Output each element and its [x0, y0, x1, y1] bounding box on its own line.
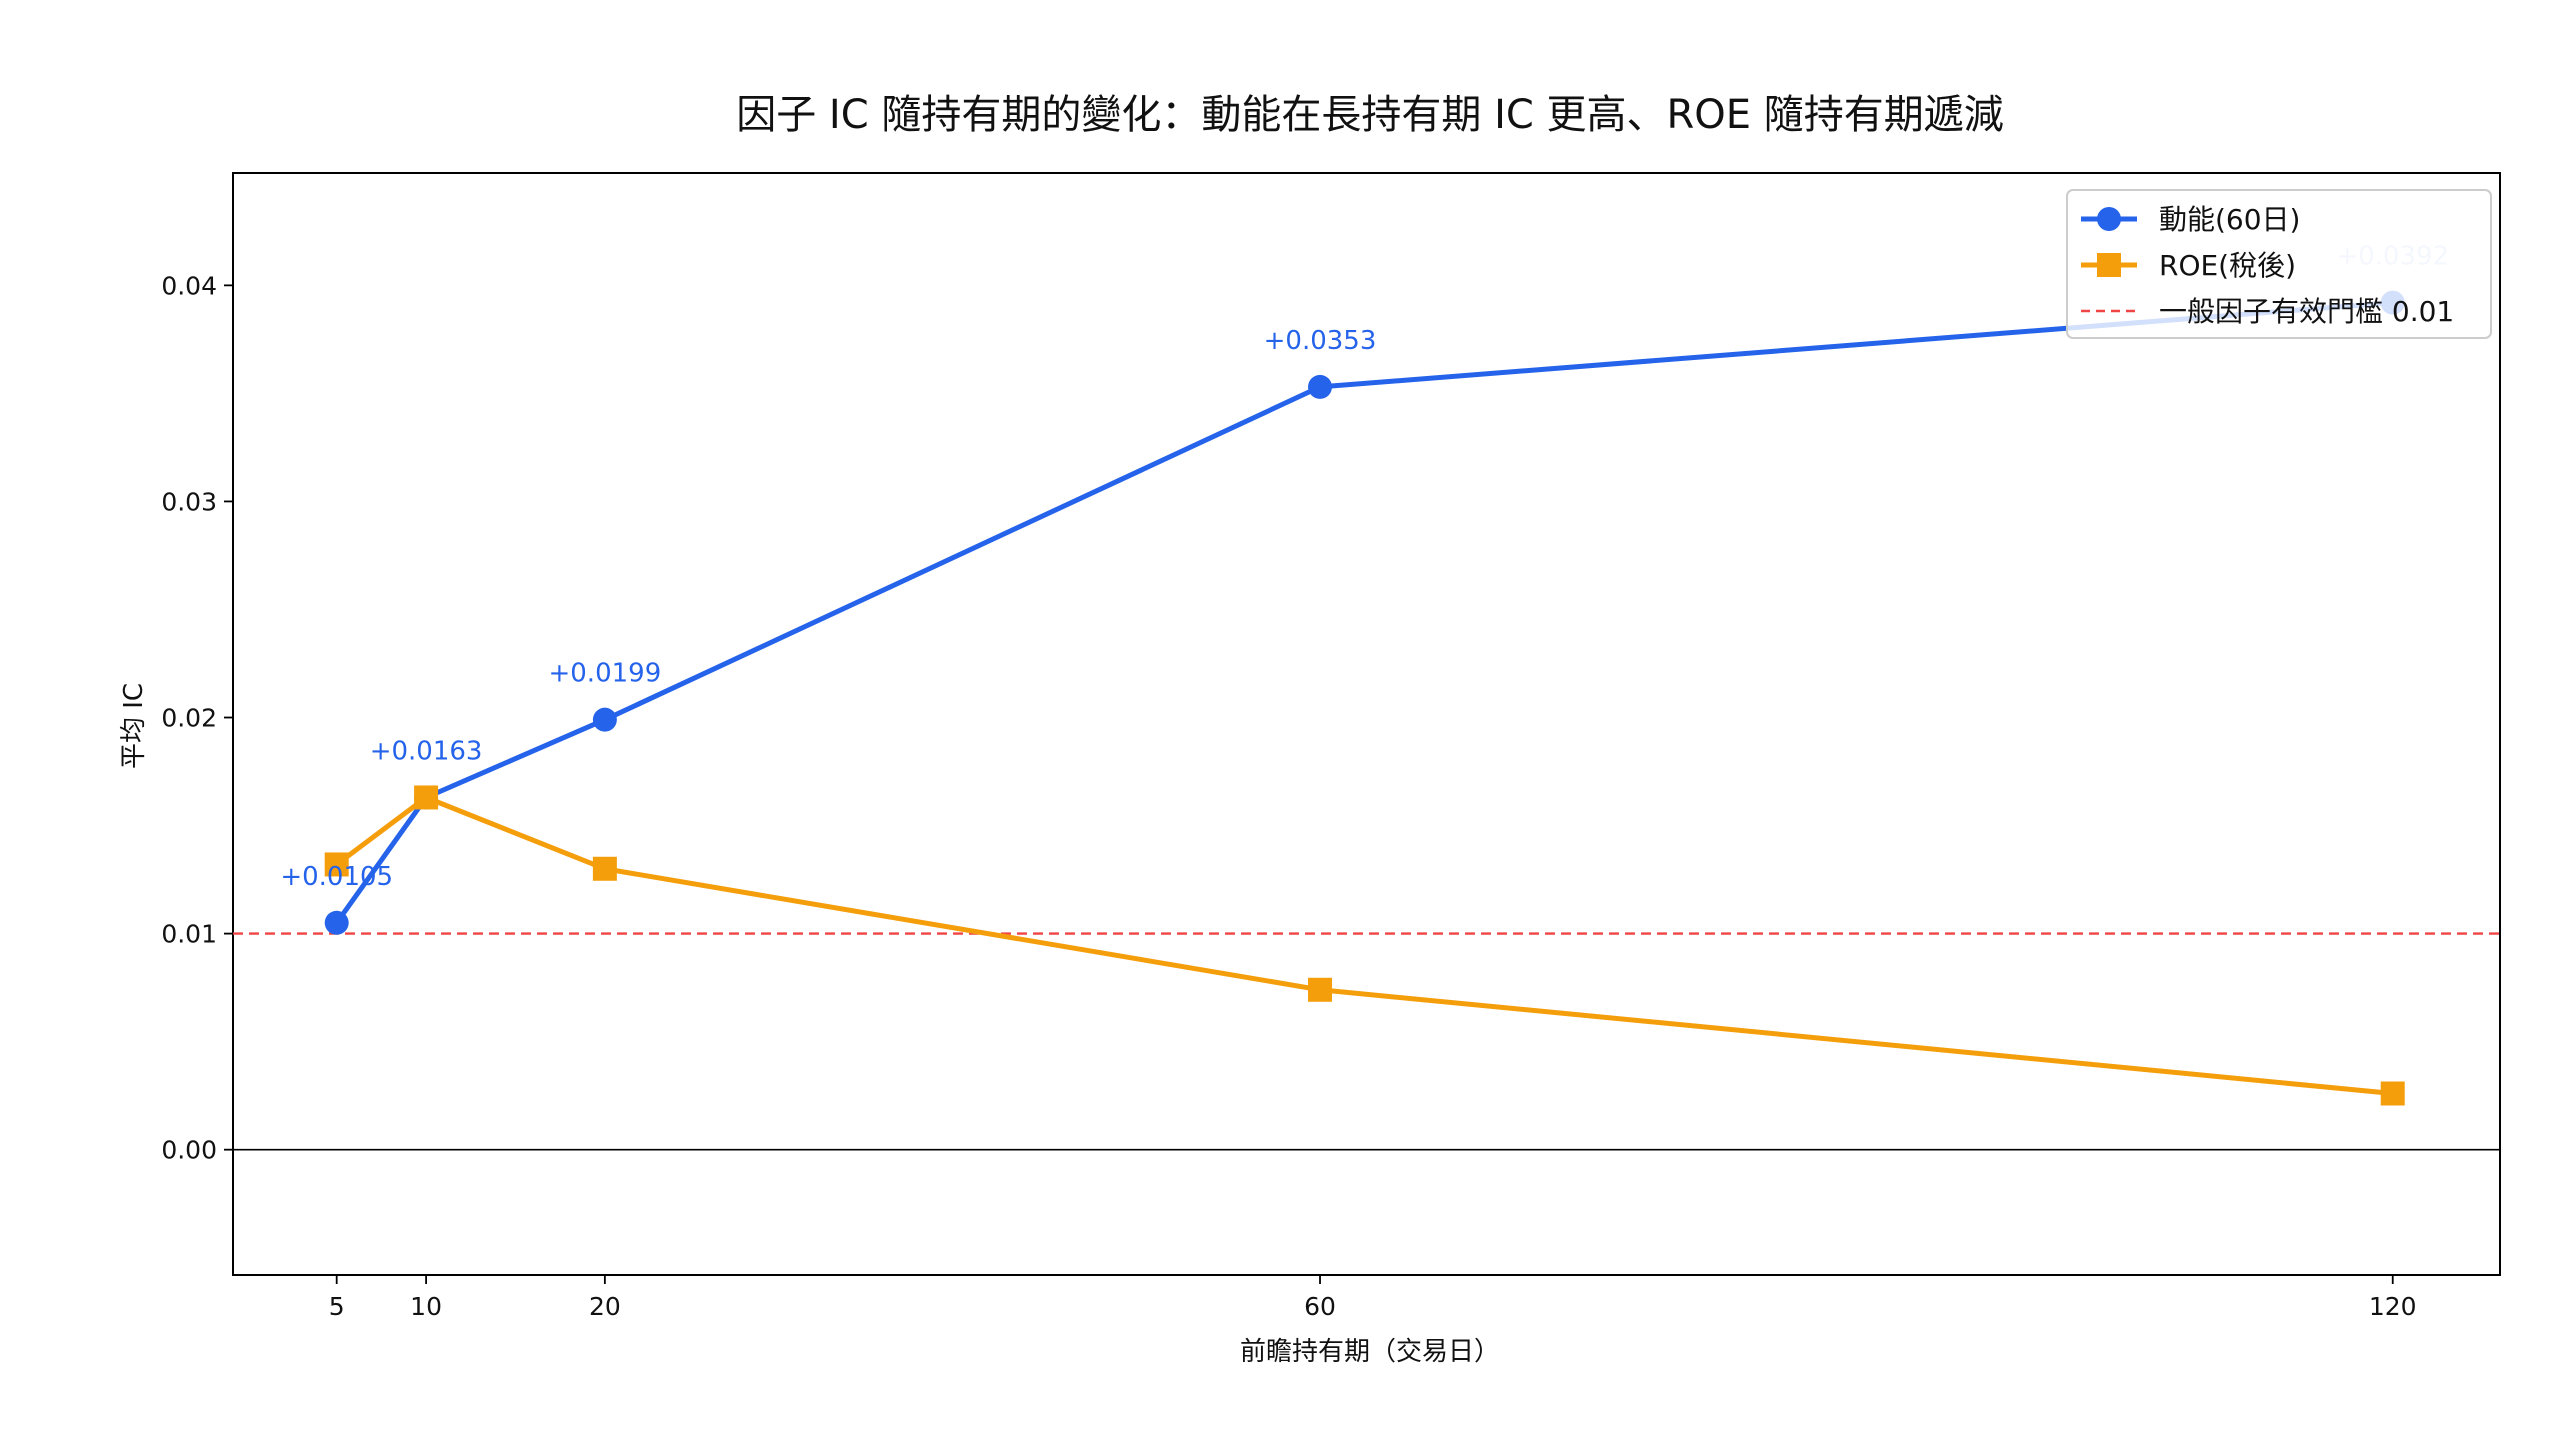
- legend-label: ROE(稅後): [2159, 249, 2296, 282]
- data-point: [324, 910, 349, 935]
- plot-frame: [232, 172, 2501, 1276]
- legend-label: 動能(60日): [2159, 203, 2300, 236]
- data-point: [324, 852, 349, 877]
- x-tick-label: 20: [589, 1292, 621, 1321]
- data-label: +0.0353: [1264, 326, 1377, 356]
- data-point: [592, 707, 617, 732]
- y-tick-label: 0.00: [161, 1136, 217, 1165]
- x-tick-label: 10: [410, 1292, 442, 1321]
- legend-label: 一般因子有效門檻 0.01: [2159, 295, 2454, 328]
- y-tick-label: 0.02: [161, 704, 217, 733]
- data-point: [1308, 374, 1333, 399]
- series-line-2: [335, 795, 2393, 1096]
- data-label: +0.0163: [370, 736, 483, 766]
- series-line-1: [334, 300, 2393, 925]
- x-axis-label: 前瞻持有期（交易日）: [1240, 1337, 1500, 1367]
- y-tick-label: 0.01: [161, 920, 217, 949]
- data-point: [592, 856, 617, 881]
- plot-area: 0.00 0.01 0.02 0.03 0.04 5 10 20 60 120 +0.0105 +0.…: [161, 172, 2501, 1321]
- y-axis-label: 平均 IC: [119, 683, 149, 769]
- data-label: +0.0199: [548, 659, 661, 689]
- legend: 動能(60日) ROE(稅後) 一般因子有效門檻 0.01: [2066, 189, 2492, 339]
- x-tick-label: 120: [2369, 1292, 2417, 1321]
- y-tick-label: 0.03: [161, 487, 217, 516]
- legend-box: [2066, 189, 2492, 339]
- legend-marker: [2097, 253, 2121, 277]
- chart-title: 因子 IC 隨持有期的變化：動能在長持有期 IC 更高、ROE 隨持有期遞減: [736, 92, 2004, 138]
- legend-marker: [2097, 207, 2121, 231]
- data-label: +0.0105: [280, 862, 393, 892]
- data-point: [414, 785, 439, 810]
- y-tick-label: 0.04: [161, 271, 217, 300]
- x-tick-label: 5: [329, 1292, 345, 1321]
- x-tick-label: 60: [1304, 1292, 1336, 1321]
- data-point: [1308, 977, 1333, 1002]
- data-point: [2380, 1081, 2405, 1106]
